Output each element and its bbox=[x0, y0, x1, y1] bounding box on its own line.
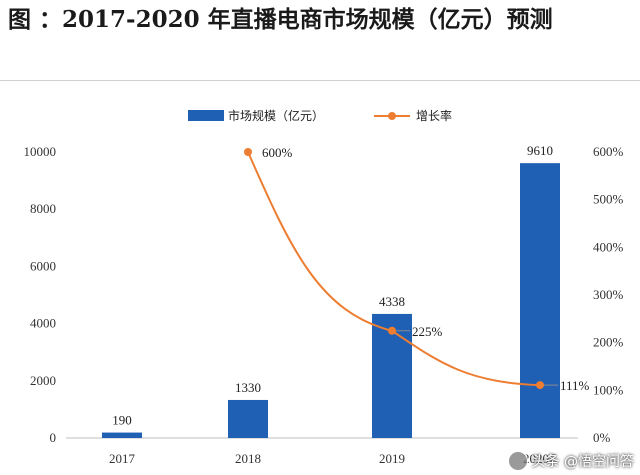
y-right-tick: 500% bbox=[593, 192, 624, 207]
bar-value-label: 1330 bbox=[235, 380, 261, 395]
y-right-tick: 600% bbox=[593, 144, 624, 159]
y-right-tick: 200% bbox=[593, 335, 624, 350]
y-left-ticks: 0 2000 4000 6000 8000 10000 bbox=[24, 144, 57, 445]
growth-rate-point bbox=[388, 326, 396, 335]
growth-rate-leaders bbox=[396, 330, 558, 386]
growth-rate-line bbox=[247, 151, 541, 387]
growth-rate-point bbox=[536, 381, 544, 390]
growth-rate-points bbox=[244, 148, 544, 390]
x-ticks: 2017 2018 2019 2020E bbox=[109, 451, 557, 466]
bar-value-label: 190 bbox=[112, 413, 132, 428]
x-tick-label: 2020E bbox=[523, 451, 557, 466]
bar bbox=[228, 399, 268, 438]
figure-title: 图 ：2017-2020 年直播电商市场规模（亿元）预测 bbox=[8, 6, 553, 33]
legend-line-label: 增长率 bbox=[416, 108, 452, 123]
growth-rate-label: 225% bbox=[412, 324, 443, 339]
watermark-logo-icon bbox=[507, 451, 528, 471]
bar-value-label: 9610 bbox=[527, 143, 553, 158]
x-tick-label: 2017 bbox=[109, 451, 136, 466]
x-tick-label: 2018 bbox=[235, 451, 261, 466]
growth-rate-label: 600% bbox=[262, 145, 293, 160]
y-left-tick: 6000 bbox=[30, 258, 56, 273]
y-left-tick: 8000 bbox=[30, 201, 56, 216]
legend-bar-swatch bbox=[188, 110, 224, 121]
y-left-tick: 2000 bbox=[30, 373, 56, 388]
y-right-ticks: 0% 100% 200% 300% 400% 500% 600% bbox=[593, 144, 624, 445]
legend: 市场规模（亿元） 增长率 bbox=[188, 108, 452, 123]
growth-rate-labels: 600% 225% 111% bbox=[262, 145, 590, 393]
bar-labels: 190 1330 4338 9610 bbox=[112, 143, 553, 427]
y-right-tick: 100% bbox=[593, 382, 624, 397]
y-left-tick: 0 bbox=[50, 430, 57, 445]
watermark-text: 头条 @悟空问答 bbox=[531, 454, 634, 470]
bar bbox=[520, 163, 560, 439]
y-left-tick: 10000 bbox=[24, 144, 57, 159]
bar-series bbox=[102, 163, 560, 439]
y-right-tick: 400% bbox=[593, 239, 624, 254]
watermark: 头条 @悟空问答 bbox=[507, 451, 634, 471]
bar bbox=[102, 432, 142, 438]
growth-rate-label: 111% bbox=[560, 378, 590, 393]
y-right-tick: 0% bbox=[593, 430, 611, 445]
title-divider bbox=[0, 80, 640, 81]
y-right-tick: 300% bbox=[593, 287, 624, 302]
y-left-tick: 4000 bbox=[30, 316, 56, 331]
legend-line-marker bbox=[388, 112, 396, 120]
x-tick-label: 2019 bbox=[379, 451, 405, 466]
growth-rate-point bbox=[244, 148, 252, 156]
bar-value-label: 4338 bbox=[379, 294, 405, 309]
legend-bar-label: 市场规模（亿元） bbox=[228, 108, 324, 123]
